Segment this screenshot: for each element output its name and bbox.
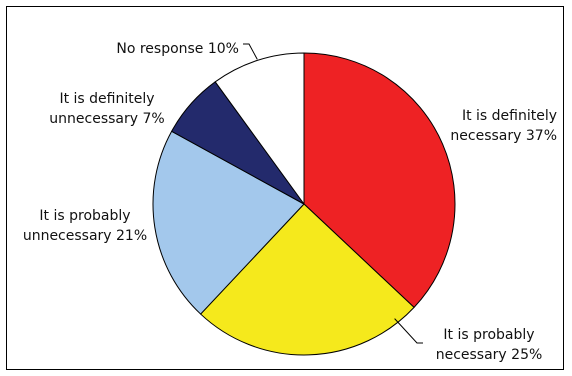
slice-label-line: necessary 25% bbox=[436, 347, 543, 363]
slice-label-line: It is definitely bbox=[462, 108, 557, 124]
slice-label-line: It is definitely bbox=[59, 91, 154, 107]
slice-label-line: unnecessary 7% bbox=[49, 111, 164, 127]
slice-label-line: unnecessary 21% bbox=[23, 228, 147, 244]
pie-slice bbox=[200, 203, 415, 356]
pie-slice bbox=[303, 52, 456, 308]
slice-label: No response 10% bbox=[116, 41, 239, 57]
pie-chart: It is definitely necessary 37% It is proba… bbox=[23, 41, 557, 363]
slice-label-line: It is probably bbox=[39, 208, 130, 224]
slice-label: It is definitely unnecessary 7% bbox=[49, 91, 164, 127]
leader-line bbox=[243, 43, 258, 60]
slice-label: It is probably necessary 25% bbox=[436, 327, 543, 363]
leader-lines bbox=[243, 43, 423, 344]
pie-slices bbox=[152, 52, 456, 356]
pie-slice bbox=[214, 52, 305, 205]
leader-line bbox=[394, 318, 423, 344]
chart-frame: It is definitely necessary 37% It is proba… bbox=[6, 6, 564, 370]
pie-slice bbox=[152, 130, 305, 315]
slice-label-line: No response 10% bbox=[116, 41, 239, 57]
slice-label-line: It is probably bbox=[443, 327, 534, 343]
slice-label: It is probably unnecessary 21% bbox=[23, 208, 147, 244]
slice-labels: It is definitely necessary 37% It is proba… bbox=[23, 41, 557, 363]
slice-label-line: necessary 37% bbox=[450, 128, 557, 144]
slice-label: It is definitely necessary 37% bbox=[450, 108, 557, 144]
